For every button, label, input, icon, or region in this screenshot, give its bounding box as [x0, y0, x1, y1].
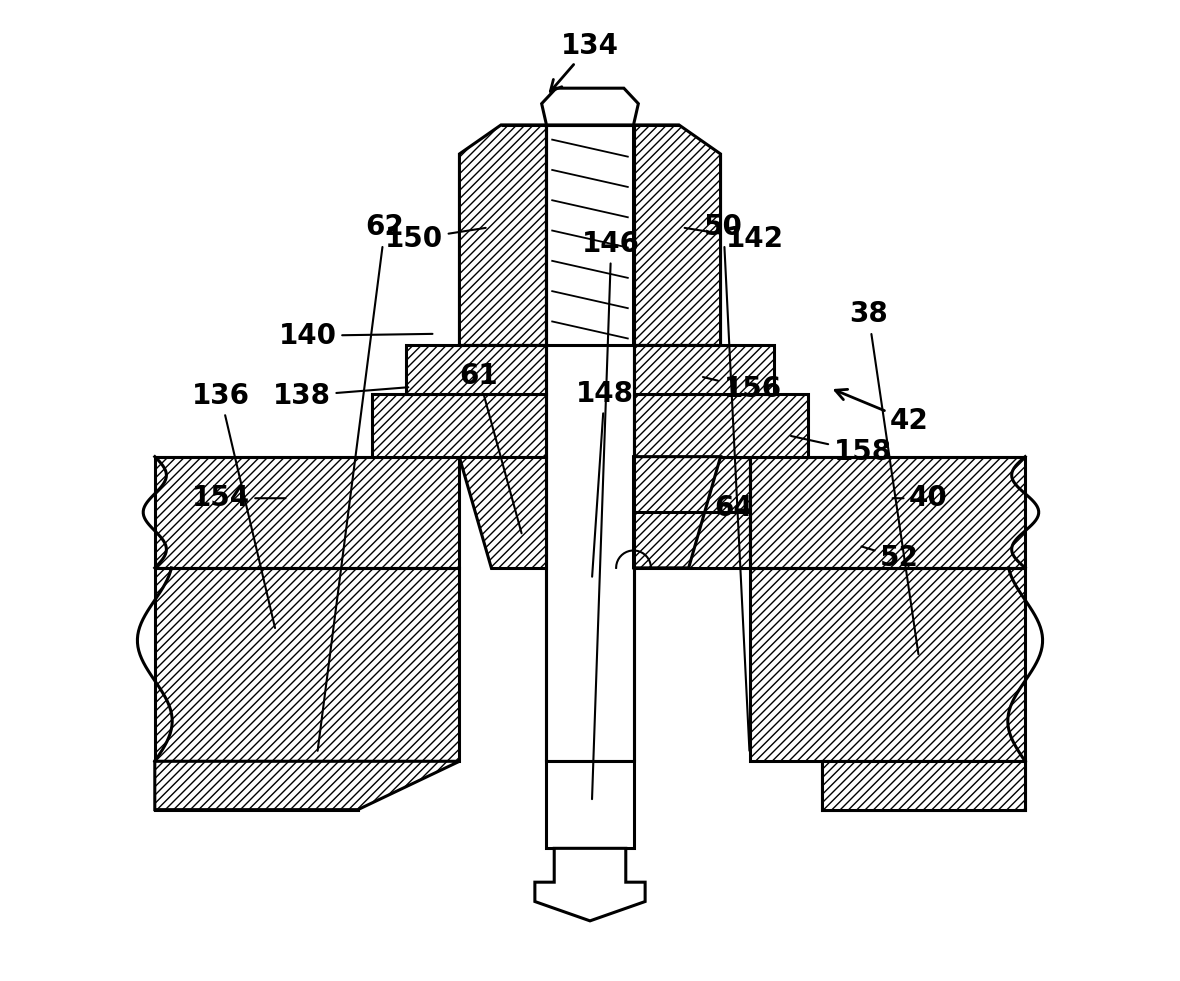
Text: 42: 42	[835, 389, 929, 435]
Text: 156: 156	[703, 375, 781, 403]
Text: 40: 40	[892, 485, 948, 512]
Text: 64: 64	[714, 493, 753, 522]
Polygon shape	[459, 456, 546, 568]
Polygon shape	[822, 761, 1025, 809]
Text: 136: 136	[191, 382, 275, 628]
Text: 62: 62	[317, 214, 405, 750]
Polygon shape	[822, 761, 1025, 809]
Polygon shape	[546, 761, 634, 849]
Text: 38: 38	[850, 300, 918, 654]
Polygon shape	[373, 393, 546, 456]
Polygon shape	[749, 456, 1025, 568]
Polygon shape	[542, 88, 638, 125]
Polygon shape	[155, 761, 459, 809]
Text: 142: 142	[684, 225, 784, 253]
Text: 61: 61	[459, 362, 522, 534]
Polygon shape	[634, 345, 774, 393]
Polygon shape	[155, 761, 358, 809]
Text: 140: 140	[278, 322, 433, 350]
Polygon shape	[459, 125, 546, 345]
Polygon shape	[634, 393, 807, 456]
Polygon shape	[749, 568, 1025, 761]
Text: 138: 138	[273, 382, 408, 410]
Text: 154: 154	[191, 485, 286, 512]
Polygon shape	[406, 345, 546, 393]
Polygon shape	[155, 568, 459, 761]
Text: 50: 50	[704, 214, 749, 750]
Text: 52: 52	[861, 544, 919, 572]
Text: 150: 150	[385, 225, 486, 253]
Text: 148: 148	[576, 380, 634, 577]
Polygon shape	[546, 125, 634, 761]
Text: 146: 146	[582, 230, 641, 800]
Polygon shape	[634, 125, 721, 345]
Polygon shape	[155, 456, 459, 568]
Polygon shape	[634, 456, 721, 568]
Polygon shape	[634, 456, 749, 568]
Polygon shape	[535, 849, 645, 921]
Text: 134: 134	[550, 31, 620, 91]
Text: 158: 158	[791, 436, 892, 466]
